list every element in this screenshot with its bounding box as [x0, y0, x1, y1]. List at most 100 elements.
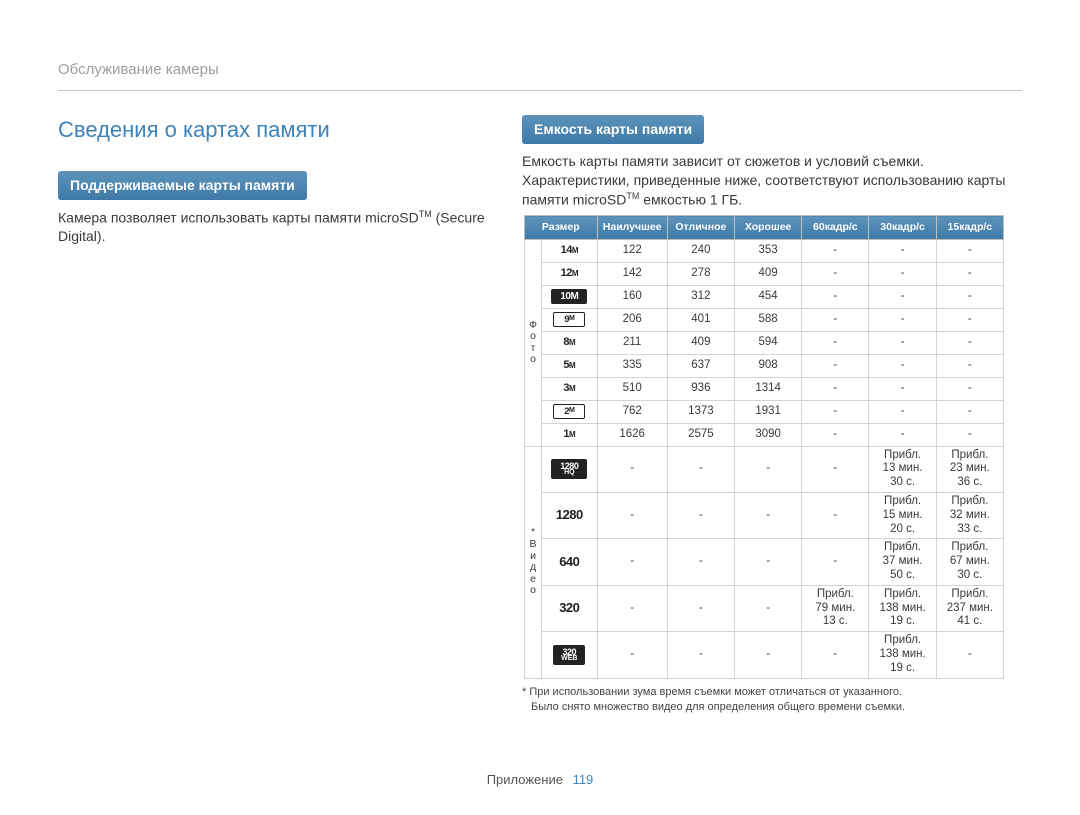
value-cell: -: [667, 632, 734, 678]
value-cell: Прибл.13 мин.30 с.: [869, 446, 936, 492]
tm-mark: TM: [419, 209, 432, 219]
size-cell: 1280HQ: [542, 446, 598, 492]
value-cell: -: [735, 493, 802, 539]
value-cell: -: [802, 632, 869, 678]
value-cell: -: [869, 354, 936, 377]
value-cell: -: [802, 423, 869, 446]
value-cell: -: [667, 493, 734, 539]
table-row: 9M206401588---: [525, 308, 1004, 331]
footnote: * При использовании зума время съемки мо…: [522, 685, 1022, 716]
value-cell: 211: [597, 331, 667, 354]
value-cell: -: [667, 539, 734, 585]
value-cell: 510: [597, 377, 667, 400]
size-2m-icon: 2M: [553, 404, 585, 419]
th-fine: Отличное: [667, 216, 734, 239]
table-row: *Видео1280HQ----Прибл.13 мин.30 с.Прибл.…: [525, 446, 1004, 492]
group-label-photo: Фото: [525, 239, 542, 446]
value-cell: 1931: [735, 400, 802, 423]
value-cell: 160: [597, 285, 667, 308]
value-cell: -: [869, 239, 936, 262]
section-bar-capacity: Емкость карты памяти: [522, 115, 704, 144]
value-cell: Прибл.32 мин.33 с.: [936, 493, 1003, 539]
capacity-table: Размер Наилучшее Отличное Хорошее 60кадр…: [524, 215, 1004, 678]
value-cell: 278: [667, 262, 734, 285]
value-cell: -: [936, 239, 1003, 262]
value-cell: -: [869, 285, 936, 308]
capacity-text-a: Емкость карты памяти зависит от сюжетов …: [522, 153, 1005, 207]
value-cell: -: [936, 632, 1003, 678]
value-cell: 936: [667, 377, 734, 400]
th-15fps: 15кадр/с: [936, 216, 1003, 239]
value-cell: -: [802, 285, 869, 308]
value-cell: 142: [597, 262, 667, 285]
value-cell: -: [802, 539, 869, 585]
value-cell: -: [802, 400, 869, 423]
table-body: Фото14M122240353---12M142278409---10M160…: [525, 239, 1004, 678]
capacity-text-b: емкостью 1 ГБ.: [639, 192, 742, 208]
value-cell: 588: [735, 308, 802, 331]
value-cell: -: [597, 539, 667, 585]
value-cell: 122: [597, 239, 667, 262]
value-cell: 409: [667, 331, 734, 354]
breadcrumb: Обслуживание камеры: [58, 60, 1022, 91]
value-cell: -: [869, 308, 936, 331]
th-size: Размер: [525, 216, 598, 239]
value-cell: -: [597, 493, 667, 539]
th-30fps: 30кадр/с: [869, 216, 936, 239]
size-cell: 12M: [542, 262, 598, 285]
value-cell: -: [802, 446, 869, 492]
value-cell: 1314: [735, 377, 802, 400]
footnote-line-a: * При использовании зума время съемки мо…: [522, 686, 902, 698]
value-cell: -: [936, 331, 1003, 354]
size-cell: 320: [542, 585, 598, 631]
value-cell: 594: [735, 331, 802, 354]
value-cell: -: [869, 423, 936, 446]
value-cell: Прибл.37 мин.50 с.: [869, 539, 936, 585]
value-cell: -: [936, 285, 1003, 308]
size-320web-icon: 320WEB: [553, 645, 585, 665]
content-columns: Сведения о картах памяти Поддерживаемые …: [58, 115, 1022, 715]
size-cell: 3M: [542, 377, 598, 400]
value-cell: -: [597, 446, 667, 492]
value-cell: 1373: [667, 400, 734, 423]
value-cell: 312: [667, 285, 734, 308]
value-cell: 240: [667, 239, 734, 262]
size-cell: 14M: [542, 239, 598, 262]
size-cell: 320WEB: [542, 632, 598, 678]
table-row: 2M76213731931---: [525, 400, 1004, 423]
right-column: Емкость карты памяти Емкость карты памят…: [522, 115, 1022, 715]
value-cell: -: [802, 493, 869, 539]
manual-page: Обслуживание камеры Сведения о картах па…: [0, 0, 1080, 815]
supported-text: Камера позволяет использовать карты памя…: [58, 208, 488, 246]
table-header-row: Размер Наилучшее Отличное Хорошее 60кадр…: [525, 216, 1004, 239]
value-cell: -: [667, 446, 734, 492]
size-1m-icon: 1M: [553, 427, 585, 442]
size-1280hq-icon: 1280HQ: [551, 459, 587, 479]
value-cell: -: [802, 262, 869, 285]
footer-page-number: 119: [573, 772, 594, 787]
value-cell: -: [735, 585, 802, 631]
value-cell: Прибл.15 мин.20 с.: [869, 493, 936, 539]
value-cell: -: [936, 308, 1003, 331]
value-cell: -: [597, 632, 667, 678]
value-cell: -: [802, 308, 869, 331]
page-title: Сведения о картах памяти: [58, 115, 488, 145]
section-bar-supported: Поддерживаемые карты памяти: [58, 171, 307, 200]
size-9m-icon: 9M: [553, 312, 585, 327]
value-cell: 3090: [735, 423, 802, 446]
th-60fps: 60кадр/с: [802, 216, 869, 239]
group-label-video: *Видео: [525, 446, 542, 678]
value-cell: 401: [667, 308, 734, 331]
th-best: Наилучшее: [597, 216, 667, 239]
value-cell: Прибл.79 мин.13 с.: [802, 585, 869, 631]
value-cell: 206: [597, 308, 667, 331]
value-cell: -: [802, 377, 869, 400]
value-cell: 908: [735, 354, 802, 377]
value-cell: 353: [735, 239, 802, 262]
value-cell: Прибл.67 мин.30 с.: [936, 539, 1003, 585]
size-10m-wide-icon: 10M: [551, 289, 587, 304]
table-row: 640----Прибл.37 мин.50 с.Прибл.67 мин.30…: [525, 539, 1004, 585]
value-cell: -: [936, 262, 1003, 285]
size-5m-icon: 5M: [553, 358, 585, 373]
size-cell: 1M: [542, 423, 598, 446]
